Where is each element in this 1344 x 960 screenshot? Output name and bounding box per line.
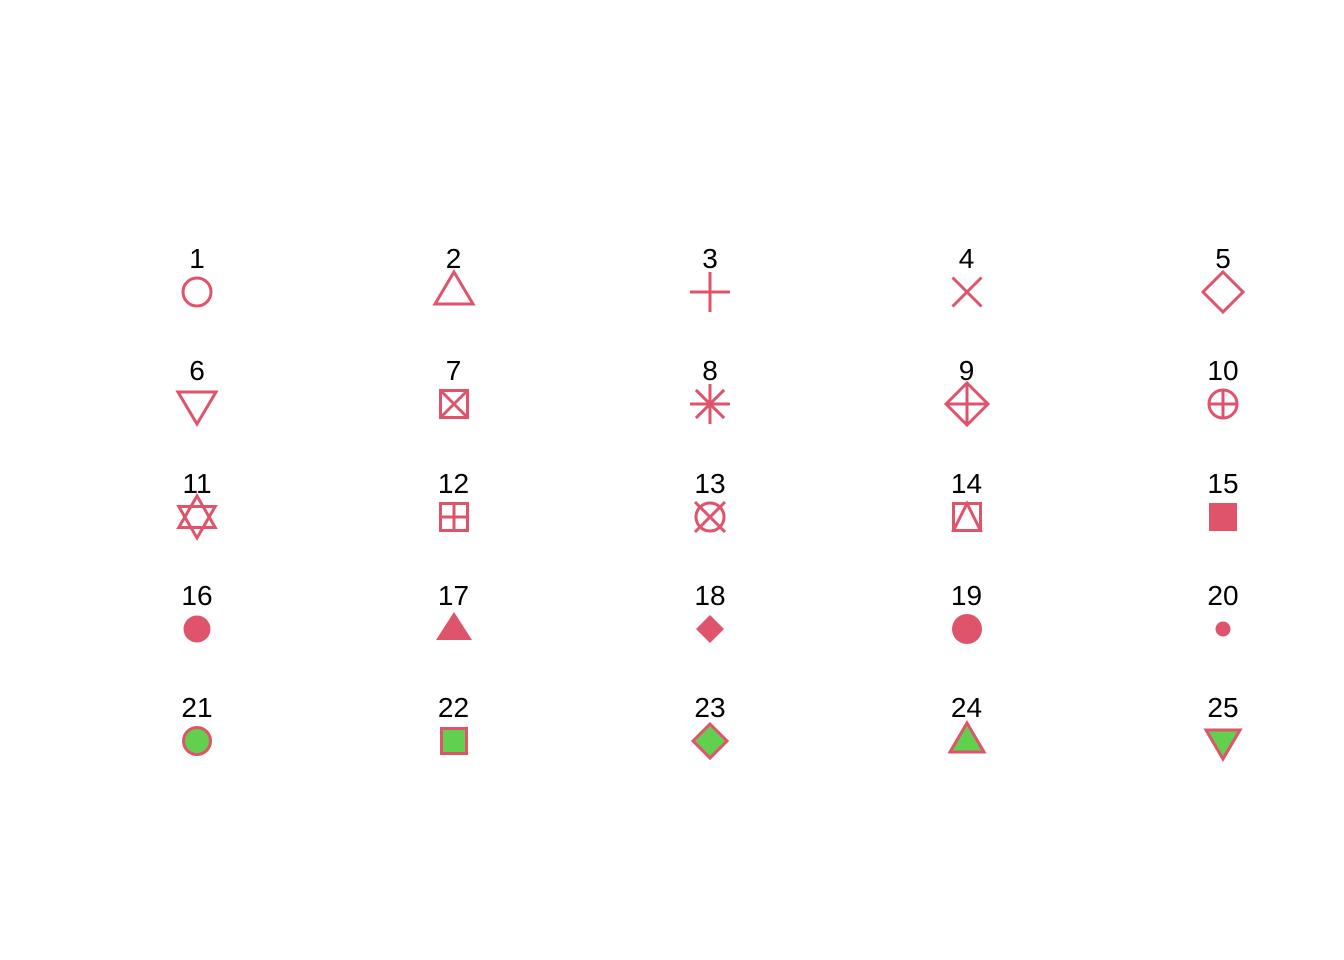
pch-label-12: 12 [437, 467, 470, 499]
pch-label-3: 3 [702, 243, 718, 274]
pch-label-20: 20 [1207, 579, 1239, 611]
filled-diamond-outlined-icon [690, 722, 730, 761]
filled-triangle-down-outlined-icon [1203, 728, 1243, 763]
pch-label-1: 1 [189, 243, 205, 274]
pch-label-23: 23 [694, 692, 726, 724]
square-cross-icon [438, 389, 469, 420]
pch-label-15: 15 [1207, 467, 1239, 499]
open-triangle-up-icon [431, 269, 476, 306]
pch-label-17: 17 [437, 579, 470, 611]
pch-label-13: 13 [694, 467, 726, 499]
pch-label-19: 19 [950, 579, 983, 611]
filled-triangle-up-icon [435, 611, 472, 640]
pch-label-22: 22 [437, 692, 470, 724]
filled-circle-icon [183, 615, 211, 643]
filled-circle-outlined-icon [182, 726, 212, 757]
open-circle-icon [181, 276, 213, 308]
diamond-plus-icon [943, 381, 990, 428]
pch-label-2: 2 [445, 243, 462, 274]
pch-label-21: 21 [181, 692, 213, 724]
pch-label-16: 16 [181, 579, 213, 611]
pch-label-18: 18 [694, 579, 726, 611]
pch-label-11: 11 [182, 467, 212, 499]
circle-plus-icon [1207, 388, 1239, 420]
pch-label-6: 6 [189, 355, 205, 387]
cross-icon [950, 276, 983, 308]
pch-label-4: 4 [958, 243, 975, 274]
pch-label-10: 10 [1207, 355, 1239, 387]
circle-cross-icon [693, 500, 727, 533]
square-plus-icon [438, 501, 469, 532]
open-triangle-down-icon [175, 390, 219, 428]
solid-circle-icon [951, 613, 982, 644]
small-solid-circle-icon [1215, 621, 1231, 637]
pch-label-9: 9 [958, 355, 975, 387]
pch-label-14: 14 [950, 467, 983, 499]
filled-square-outlined-icon [439, 727, 468, 756]
pch-label-5: 5 [1215, 243, 1231, 274]
open-diamond-icon [1200, 269, 1246, 315]
filled-square-icon [1209, 502, 1237, 531]
asterisk-icon [690, 384, 730, 425]
pch-label-25: 25 [1207, 692, 1239, 724]
square-triangle-icon [950, 499, 983, 532]
filled-triangle-up-outlined-icon [946, 720, 987, 754]
pch-label-7: 7 [445, 355, 462, 387]
pch-label-24: 24 [950, 692, 983, 724]
filled-diamond-icon [696, 614, 724, 643]
star-of-david-icon [176, 492, 218, 541]
pch-label-8: 8 [702, 355, 718, 387]
plus-icon [690, 272, 730, 312]
